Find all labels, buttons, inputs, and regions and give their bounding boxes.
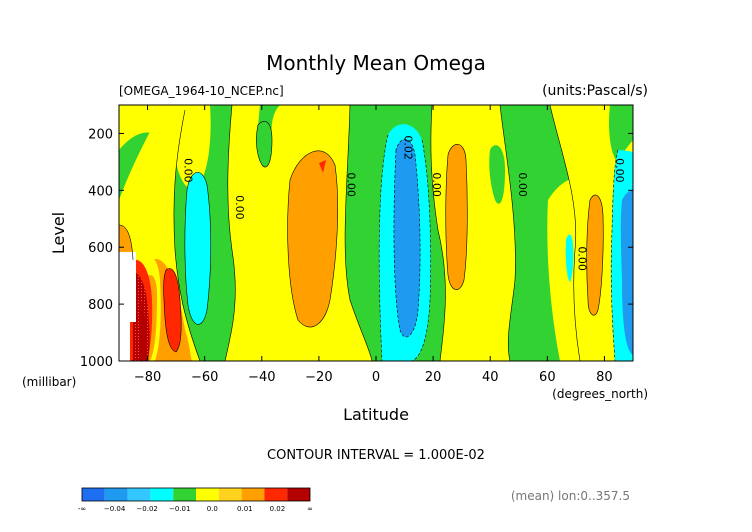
colorbar-swatch <box>218 488 242 501</box>
field-fills <box>119 105 633 361</box>
colorbar-label: 0.01 <box>237 505 253 513</box>
colorbar-label: −0.01 <box>169 505 190 513</box>
region-blue-equator <box>393 139 421 338</box>
colorbar-swatch <box>127 488 151 501</box>
x-tick-label: −40 <box>248 370 275 385</box>
x-axis-title: Latitude <box>343 405 409 424</box>
contour-label: 0.00 <box>430 172 443 197</box>
y-axis-title: Level <box>49 212 68 254</box>
region-darkred-sw-2 <box>140 300 147 361</box>
chart-title: Monthly Mean Omega <box>266 51 486 75</box>
colorbar-swatch <box>287 488 310 501</box>
x-tick-label: −60 <box>191 370 218 385</box>
region-green-pocket-1 <box>256 121 272 168</box>
contour-label: 0.00 <box>344 172 357 197</box>
contour-labels: 0.00 0.00 0.00 0.02 0.00 0.00 0.00 0.00 <box>182 135 626 270</box>
colorbar-swatch <box>241 488 265 501</box>
colorbar-label: −0.04 <box>104 505 126 513</box>
x-axis: −80 −60 −40 −20 0 20 40 60 80 <box>134 105 613 385</box>
region-red-small <box>319 160 326 173</box>
contour-label: 0.00 <box>576 246 589 271</box>
x-tick-label: 60 <box>539 370 556 385</box>
y-axis: 200 400 600 800 1000 <box>80 127 633 370</box>
y-tick-label: 600 <box>88 241 113 256</box>
colorbar-swatch <box>82 488 105 501</box>
contour-lines <box>119 105 619 361</box>
x-axis-units: (degrees_north) <box>552 387 648 401</box>
x-tick-label: −20 <box>305 370 332 385</box>
colorbar-label: 0.0 <box>207 505 218 513</box>
y-tick-label: 800 <box>88 298 113 313</box>
colorbar-swatch <box>104 488 128 501</box>
region-orange-75n <box>586 195 604 316</box>
contour-label: 0.00 <box>613 158 626 183</box>
contour-label: 0.00 <box>516 172 529 197</box>
y-tick-label: 200 <box>88 127 113 142</box>
region-green-pocket-3 <box>517 111 540 234</box>
x-tick-label: −80 <box>134 370 161 385</box>
colorbar-label: −0.02 <box>136 505 157 513</box>
y-axis-units: (millibar) <box>22 375 76 389</box>
x-tick-label: 20 <box>425 370 442 385</box>
region-cyan-65n <box>565 234 574 282</box>
y-tick-label: 400 <box>88 184 113 199</box>
region-orange-30n <box>445 144 468 290</box>
x-tick-label: 80 <box>596 370 613 385</box>
region-orange-south-20 <box>287 150 338 328</box>
units-label: (units:Pascal/s) <box>542 83 648 99</box>
x-tick-label: 40 <box>482 370 499 385</box>
footer-text: (mean) lon:0..357.5 <box>511 489 630 503</box>
region-missing-data <box>119 252 136 361</box>
colorbar-swatch <box>150 488 174 501</box>
colorbar-swatch <box>196 488 219 501</box>
region-blue-edge-north <box>620 190 633 355</box>
colorbar-label: ∞ <box>307 505 313 513</box>
colorbar-swatch <box>264 488 288 501</box>
region-green-pocket-2 <box>489 145 505 204</box>
colorbar-label: 0.02 <box>270 505 286 513</box>
y-tick-label: 1000 <box>80 355 113 370</box>
contour-interval-text: CONTOUR INTERVAL = 1.000E-02 <box>267 448 485 463</box>
contour-label: 0.00 <box>233 195 246 220</box>
colorbar-label: -∞ <box>78 505 86 513</box>
x-tick-label: 0 <box>372 370 380 385</box>
colorbar-frame <box>81 487 311 502</box>
source-file-label: [OMEGA_1964-10_NCEP.nc] <box>119 84 284 98</box>
colorbar: -∞ −0.04 −0.02 −0.01 0.0 0.01 0.02 ∞ <box>78 487 313 513</box>
contour-label: 0.00 <box>182 158 195 183</box>
region-cyan-south-60 <box>184 172 211 325</box>
region-cyan-small <box>189 262 194 280</box>
region-yellow-southwest <box>119 105 211 190</box>
colorbar-swatch <box>173 488 196 501</box>
region-red-sw-2 <box>163 268 182 352</box>
contour-label: 0.02 <box>402 135 415 160</box>
